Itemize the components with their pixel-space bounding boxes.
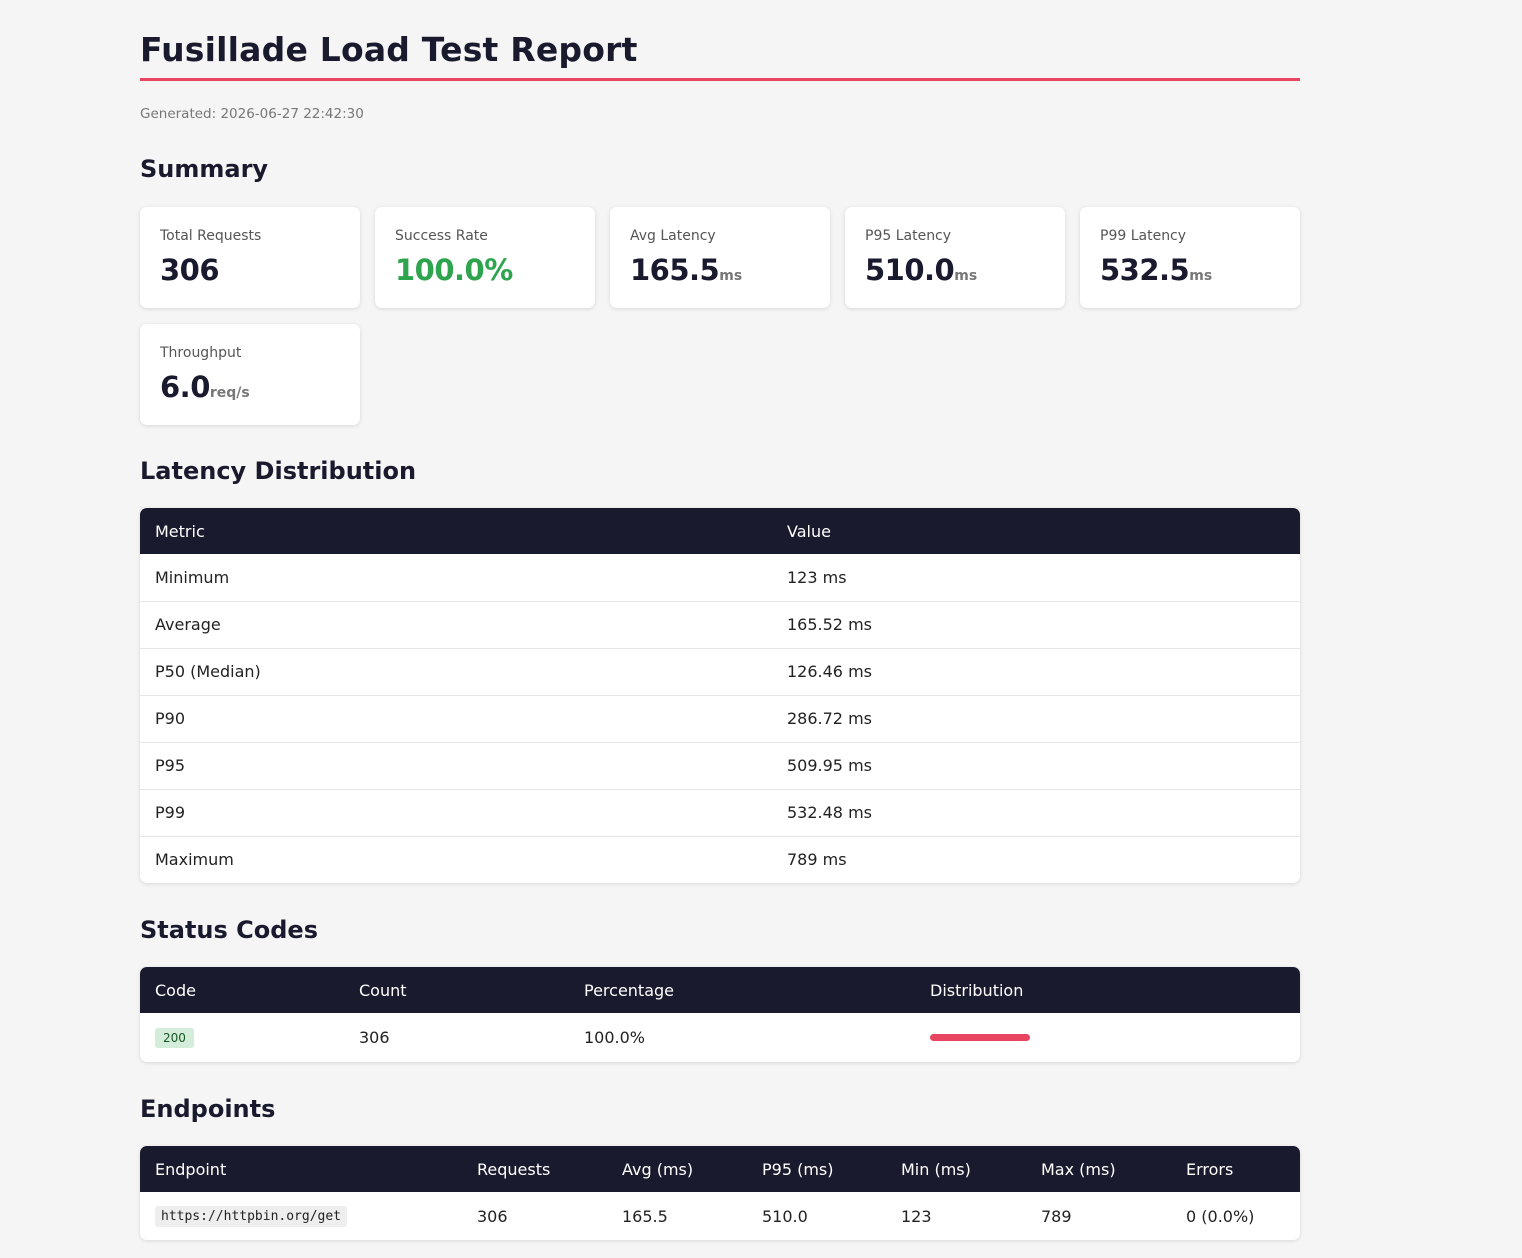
value-cell: 126.46 ms (772, 648, 1300, 696)
metric-cell: Maximum (155, 850, 234, 870)
distribution-bar (930, 1034, 1030, 1041)
card-value: 6.0req/s (160, 370, 250, 404)
table-row: Average 165.52 ms (140, 601, 1300, 649)
min-cell: 123 (901, 1206, 932, 1226)
column-header: P95 (ms) (747, 1146, 886, 1192)
metric-cell: P95 (140, 742, 772, 790)
latency-heading: Latency Distribution (140, 457, 417, 485)
card-p95-latency: P95 Latency 510.0ms (845, 207, 1065, 308)
p95-cell: 510.0 (762, 1206, 808, 1226)
endpoints-table: Endpoint Requests Avg (ms) P95 (ms) Min … (140, 1146, 1300, 1240)
column-header: Avg (ms) (607, 1146, 747, 1192)
column-header: Distribution (915, 967, 1300, 1013)
card-label: P99 Latency (1100, 228, 1187, 244)
table-row: 200 306 100.0% (140, 1013, 1300, 1062)
card-label: Avg Latency (630, 228, 716, 244)
value-cell: 789 ms (787, 850, 847, 870)
card-value: 165.5ms (630, 253, 743, 287)
code-cell: 200 (140, 1013, 344, 1062)
status-heading: Status Codes (140, 916, 318, 944)
column-header: Errors (1171, 1146, 1300, 1192)
column-header: Metric (140, 508, 772, 554)
summary-heading: Summary (140, 155, 269, 183)
requests-cell: 306 (477, 1206, 508, 1226)
card-unit: ms (1189, 268, 1213, 284)
card-success-rate: Success Rate 100.0% (375, 207, 595, 308)
card-value: 510.0ms (865, 253, 978, 287)
value-cell: 123 ms (772, 554, 1300, 602)
table-row: P50 (Median) 126.46 ms (140, 648, 1300, 696)
table-row: Maximum 789 ms (140, 836, 1300, 883)
card-unit: ms (954, 268, 978, 284)
card-unit: ms (719, 268, 743, 284)
endpoint-cell: https://httpbin.org/get (140, 1192, 462, 1240)
card-p99-latency: P99 Latency 532.5ms (1080, 207, 1300, 308)
errors-cell: 0 (0.0%) (1186, 1206, 1255, 1226)
metric-cell: P90 (140, 695, 772, 743)
metric-cell: Minimum (140, 554, 772, 602)
card-value: 306 (160, 253, 220, 287)
column-header: Max (ms) (1026, 1146, 1171, 1192)
column-header: Count (344, 967, 569, 1013)
value-cell: 532.48 ms (772, 789, 1300, 837)
table-row: P90 286.72 ms (140, 695, 1300, 743)
value-cell: 509.95 ms (772, 742, 1300, 790)
title-divider (140, 78, 1300, 81)
table-row: P99 532.48 ms (140, 789, 1300, 837)
endpoints-heading: Endpoints (140, 1095, 276, 1123)
card-unit: req/s (209, 385, 250, 401)
column-header: Value (772, 508, 1300, 554)
value-cell: 165.52 ms (772, 601, 1300, 649)
status-table: Code Count Percentage Distribution 200 3… (140, 967, 1300, 1062)
avg-cell: 165.5 (622, 1206, 668, 1226)
card-value: 532.5ms (1100, 253, 1213, 287)
column-header: Code (140, 967, 344, 1013)
card-label: Throughput (160, 345, 242, 361)
column-header: Endpoint (140, 1146, 462, 1192)
metric-cell: P50 (Median) (140, 648, 772, 696)
card-throughput: Throughput 6.0req/s (140, 324, 360, 425)
card-avg-latency: Avg Latency 165.5ms (610, 207, 830, 308)
status-badge: 200 (155, 1028, 194, 1048)
table-row: https://httpbin.org/get 306 165.5 510.0 … (140, 1192, 1300, 1240)
count-cell: 306 (359, 1028, 390, 1047)
card-value: 100.0% (395, 253, 513, 287)
card-label: Success Rate (395, 228, 488, 244)
column-header: Percentage (569, 967, 915, 1013)
card-label: P95 Latency (865, 228, 952, 244)
distribution-cell (915, 1013, 1300, 1062)
column-header: Min (ms) (886, 1146, 1026, 1192)
table-row: Minimum 123 ms (140, 554, 1300, 602)
column-header: Requests (462, 1146, 607, 1192)
endpoint-url: https://httpbin.org/get (155, 1206, 348, 1227)
metric-cell: Average (140, 601, 772, 649)
value-cell: 286.72 ms (772, 695, 1300, 743)
max-cell: 789 (1041, 1206, 1072, 1226)
metric-cell: P99 (140, 789, 772, 837)
table-row: P95 509.95 ms (140, 742, 1300, 790)
card-label: Total Requests (160, 228, 262, 244)
generated-timestamp: Generated: 2026-06-27 22:42:30 (140, 106, 364, 122)
latency-table: Metric Value Minimum 123 ms Average 165.52… (140, 508, 1300, 883)
card-total-requests: Total Requests 306 (140, 207, 360, 308)
distribution-bar-fill (930, 1034, 1030, 1041)
percentage-cell: 100.0% (584, 1028, 646, 1047)
page-title: Fusillade Load Test Report (140, 30, 638, 69)
